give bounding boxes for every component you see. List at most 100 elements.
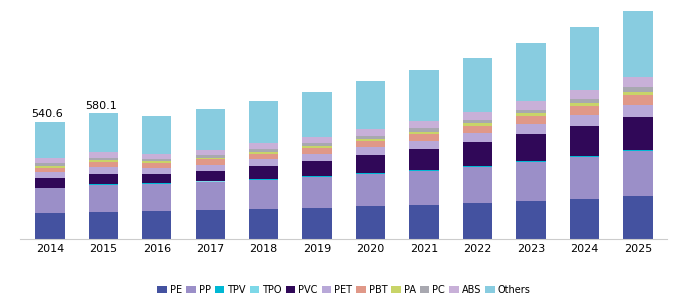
Bar bbox=[463, 142, 492, 166]
Bar bbox=[195, 109, 225, 150]
Bar bbox=[409, 128, 439, 131]
Bar bbox=[356, 147, 385, 155]
Bar bbox=[570, 115, 599, 126]
Bar bbox=[356, 129, 385, 136]
Bar bbox=[356, 173, 385, 174]
Bar bbox=[623, 105, 652, 117]
Bar bbox=[516, 162, 545, 201]
Bar bbox=[142, 154, 172, 159]
Bar bbox=[516, 101, 545, 110]
Bar bbox=[89, 160, 118, 162]
Bar bbox=[89, 212, 118, 239]
Bar bbox=[623, 10, 652, 77]
Bar bbox=[142, 163, 172, 168]
Bar bbox=[302, 154, 332, 161]
Bar bbox=[623, 196, 652, 239]
Bar bbox=[142, 174, 172, 183]
Bar bbox=[195, 150, 225, 155]
Bar bbox=[302, 137, 332, 143]
Bar bbox=[249, 209, 279, 239]
Bar bbox=[89, 185, 118, 212]
Bar bbox=[409, 134, 439, 141]
Bar bbox=[463, 167, 492, 203]
Bar bbox=[35, 172, 65, 178]
Bar bbox=[142, 184, 172, 211]
Bar bbox=[35, 188, 65, 213]
Bar bbox=[516, 124, 545, 134]
Bar bbox=[302, 177, 332, 208]
Bar bbox=[89, 184, 118, 185]
Bar bbox=[302, 208, 332, 239]
Bar bbox=[570, 103, 599, 106]
Bar bbox=[570, 90, 599, 99]
Bar bbox=[570, 126, 599, 156]
Bar bbox=[195, 182, 225, 210]
Text: 580.1: 580.1 bbox=[84, 101, 116, 111]
Bar bbox=[409, 141, 439, 149]
Bar bbox=[623, 87, 652, 92]
Bar bbox=[302, 161, 332, 176]
Bar bbox=[249, 159, 279, 166]
Bar bbox=[89, 157, 118, 160]
Bar bbox=[302, 148, 332, 154]
Bar bbox=[570, 106, 599, 115]
Bar bbox=[623, 77, 652, 87]
Bar bbox=[35, 178, 65, 188]
Bar bbox=[356, 141, 385, 147]
Bar bbox=[195, 165, 225, 171]
Bar bbox=[570, 157, 599, 199]
Bar bbox=[409, 131, 439, 134]
Bar bbox=[195, 171, 225, 181]
Bar bbox=[516, 134, 545, 161]
Bar bbox=[195, 181, 225, 182]
Bar bbox=[356, 136, 385, 139]
Bar bbox=[89, 114, 118, 152]
Bar bbox=[142, 211, 172, 239]
Bar bbox=[516, 110, 545, 114]
Bar bbox=[89, 174, 118, 184]
Bar bbox=[463, 203, 492, 239]
Bar bbox=[249, 180, 279, 209]
Bar bbox=[302, 91, 332, 137]
Bar bbox=[35, 166, 65, 168]
Legend: PE, PP, TPV, TPO, PVC, PET, PBT, PA, PC, ABS, Others: PE, PP, TPV, TPO, PVC, PET, PBT, PA, PC,… bbox=[153, 281, 535, 299]
Bar bbox=[35, 158, 65, 163]
Bar bbox=[249, 179, 279, 180]
Bar bbox=[142, 183, 172, 184]
Bar bbox=[356, 81, 385, 129]
Bar bbox=[409, 170, 439, 171]
Bar bbox=[463, 123, 492, 126]
Bar bbox=[463, 120, 492, 123]
Bar bbox=[570, 99, 599, 103]
Bar bbox=[623, 151, 652, 196]
Bar bbox=[623, 95, 652, 105]
Bar bbox=[409, 121, 439, 128]
Bar bbox=[142, 168, 172, 174]
Bar bbox=[623, 150, 652, 151]
Bar bbox=[516, 114, 545, 116]
Bar bbox=[89, 167, 118, 174]
Bar bbox=[463, 126, 492, 133]
Bar bbox=[249, 152, 279, 154]
Bar bbox=[195, 210, 225, 239]
Bar bbox=[249, 166, 279, 179]
Bar bbox=[142, 116, 172, 154]
Text: 540.6: 540.6 bbox=[31, 109, 63, 119]
Bar bbox=[463, 112, 492, 120]
Bar bbox=[35, 122, 65, 158]
Bar bbox=[249, 101, 279, 143]
Bar bbox=[356, 174, 385, 206]
Bar bbox=[516, 161, 545, 162]
Bar bbox=[35, 163, 65, 166]
Bar bbox=[35, 213, 65, 239]
Bar bbox=[570, 27, 599, 90]
Bar bbox=[463, 166, 492, 167]
Bar bbox=[570, 199, 599, 239]
Bar bbox=[302, 176, 332, 177]
Bar bbox=[356, 139, 385, 141]
Bar bbox=[516, 43, 545, 101]
Bar bbox=[463, 133, 492, 142]
Bar bbox=[195, 157, 225, 159]
Bar bbox=[195, 155, 225, 157]
Bar bbox=[142, 159, 172, 161]
